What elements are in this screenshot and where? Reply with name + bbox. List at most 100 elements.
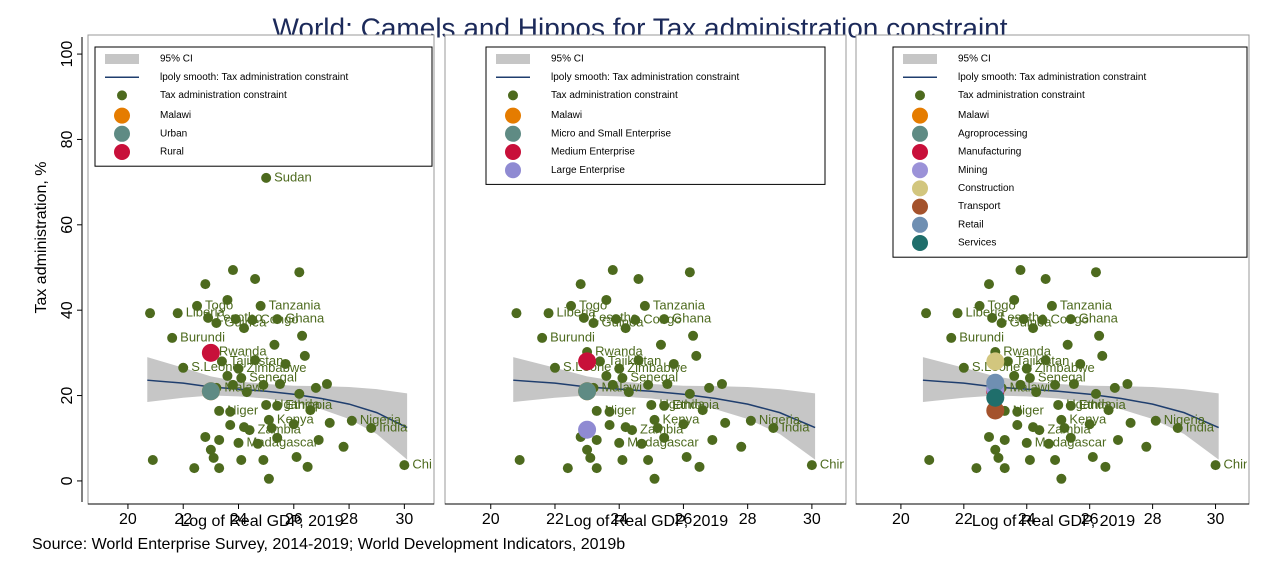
smooth-line — [147, 379, 408, 429]
legend-point-swatch — [915, 90, 925, 101]
data-point — [1028, 323, 1039, 334]
data-point — [1084, 419, 1095, 430]
legend-label: Construction — [958, 183, 1014, 194]
data-point — [987, 312, 998, 323]
plot-area: BurundiLiberiaS.LeoneTogoLesothoRwandaGu… — [921, 169, 1247, 484]
data-point — [255, 300, 266, 311]
x-tick-label: 28 — [1144, 511, 1162, 528]
data-point — [203, 312, 214, 323]
data-point — [604, 406, 615, 417]
point-label: Togo — [205, 297, 233, 312]
legend-label: Large Enterprise — [551, 165, 625, 176]
data-point — [610, 314, 621, 325]
data-point — [291, 452, 302, 463]
data-point — [214, 405, 225, 416]
point-label: Niger — [1013, 402, 1045, 417]
point-label: Nigeria — [360, 412, 402, 427]
smooth-line — [513, 379, 816, 429]
data-point — [1034, 425, 1045, 436]
point-label: Guinea — [224, 314, 267, 329]
y-tick-label: 80 — [59, 130, 76, 148]
legend-swatch — [912, 198, 928, 215]
data-point — [1125, 417, 1136, 428]
point-label: Burundi — [550, 329, 595, 344]
legend-swatch — [114, 107, 130, 124]
point-label: Congo — [1050, 311, 1088, 326]
point-label: Togo — [579, 297, 607, 312]
highlight-point — [986, 401, 1005, 420]
x-axis-label: Log of Real GDP, 2019 — [180, 513, 343, 530]
point-label: Lesotho — [216, 309, 262, 324]
data-point — [1012, 406, 1023, 417]
data-point — [639, 300, 650, 311]
data-point — [511, 308, 522, 319]
point-label: Liberia — [557, 305, 597, 320]
data-point — [1065, 314, 1076, 325]
legend-label: Malawi — [551, 110, 582, 121]
data-point — [1009, 370, 1020, 381]
data-point — [310, 382, 321, 393]
x-tick-label: 26 — [675, 511, 693, 528]
legend-swatch — [912, 162, 928, 179]
data-point — [716, 379, 727, 390]
legend-label: 95% CI — [160, 54, 193, 65]
point-label: Zambia — [258, 422, 302, 437]
highlight-point — [578, 352, 597, 371]
data-point — [294, 388, 305, 399]
data-point — [1037, 315, 1048, 326]
legend-label: Tax administration constraint — [160, 90, 287, 101]
data-point — [258, 379, 269, 390]
legend-label: Manufacturing — [958, 147, 1021, 158]
y-tick-label: 60 — [59, 216, 76, 234]
point-label: Togo — [988, 297, 1016, 312]
data-point — [984, 279, 994, 290]
legend-swatch — [912, 235, 928, 251]
data-point — [1040, 355, 1051, 366]
legend-label: 95% CI — [551, 54, 584, 65]
data-point — [288, 419, 299, 430]
x-tick-label: 30 — [1207, 511, 1225, 528]
point-label: China — [412, 457, 447, 472]
data-point — [1024, 455, 1035, 466]
data-point — [971, 463, 982, 474]
data-point — [993, 452, 1004, 463]
legend-swatch — [912, 107, 928, 124]
data-point — [582, 444, 593, 455]
point-label: Nigeria — [1164, 412, 1206, 427]
data-point — [214, 434, 225, 445]
point-label: Rwanda — [595, 343, 643, 358]
point-label: Uganda — [1066, 396, 1112, 411]
y-tick-label: 20 — [59, 387, 76, 405]
data-point — [346, 415, 357, 426]
point-label: Kenya — [1069, 411, 1107, 426]
data-point — [274, 379, 285, 390]
data-point — [643, 455, 654, 466]
data-point — [659, 432, 670, 443]
legend-label: Transport — [958, 201, 1001, 212]
data-point — [646, 399, 657, 410]
data-point — [1012, 420, 1023, 431]
point-label: Zambia — [1047, 422, 1091, 437]
legend-ci-swatch — [105, 54, 139, 64]
data-point — [694, 461, 705, 472]
y-axis-label: Tax administration, % — [33, 161, 50, 313]
point-label: Guinea — [1010, 314, 1053, 329]
data-point — [280, 358, 291, 369]
data-point — [1040, 274, 1051, 285]
data-point — [1109, 382, 1120, 393]
data-point — [627, 425, 638, 436]
x-tick-label: 22 — [546, 511, 564, 528]
point-label: Kenya — [277, 411, 315, 426]
point-label: Lesotho — [592, 309, 638, 324]
data-point — [768, 422, 779, 433]
data-point — [266, 422, 277, 433]
data-point — [562, 463, 573, 474]
plot-area: BurundiLiberiaS.LeoneTogoLesothoRwandaGu… — [511, 169, 844, 484]
point-label: Zimbabwe — [627, 360, 687, 375]
legend-box — [485, 46, 826, 185]
data-point — [659, 400, 670, 411]
point-label: Ethiopia — [1079, 397, 1127, 412]
data-point — [250, 355, 261, 366]
legend-swatch — [912, 180, 928, 197]
